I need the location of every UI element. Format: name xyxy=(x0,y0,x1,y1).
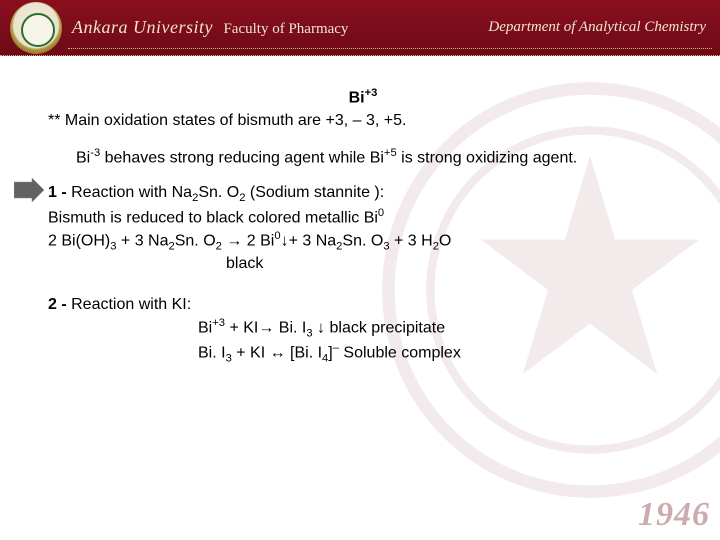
department-name: Department of Analytical Chemistry xyxy=(488,19,706,36)
redox-sup2: +5 xyxy=(384,147,397,159)
reaction-2-heading: 2 - Reaction with KI: xyxy=(48,295,678,316)
reaction-1-heading: 1 - Reaction with Na2Sn. O2 (Sodium stan… xyxy=(48,183,678,206)
r2-e1-sup: +3 xyxy=(212,317,225,329)
r1-eq-a: 2 Bi(OH) xyxy=(48,232,110,249)
faculty-name: Faculty of Pharmacy xyxy=(223,21,348,37)
university-name: Ankara University xyxy=(72,17,213,37)
r1-eq-e: ↓+ 3 Na xyxy=(281,232,337,249)
header-left: Ankara University Faculty of Pharmacy xyxy=(72,17,348,38)
redox-pre: Bi xyxy=(76,149,90,166)
reaction-2-eq2: Bi. I3 + KI ↔ [Bi. I4]– Soluble complex xyxy=(48,341,678,366)
title-symbol: Bi xyxy=(349,89,365,106)
r1-eq-h: O xyxy=(439,232,451,249)
r1-desc-sup: 0 xyxy=(378,207,384,219)
header-text-group: Ankara University Faculty of Pharmacy De… xyxy=(72,17,720,38)
r2-e2-b: + KI ↔ [Bi. I xyxy=(232,344,322,361)
header-divider xyxy=(68,48,712,49)
redox-behaviour-line: Bi-3 behaves strong reducing agent while… xyxy=(48,146,678,169)
r2-e1-b: + KI→ Bi. I xyxy=(225,319,306,336)
redox-post: is strong oxidizing agent. xyxy=(397,149,578,166)
slide-content: Bi+3 ** Main oxidation states of bismuth… xyxy=(0,56,720,366)
redox-mid: behaves strong reducing agent while Bi xyxy=(100,149,384,166)
oxidation-states-line: ** Main oxidation states of bismuth are … xyxy=(48,111,678,132)
reaction-2-eq1: Bi+3 + KI→ Bi. I3 ↓ black precipitate xyxy=(48,316,678,341)
r1-eq-b: + 3 Na xyxy=(116,232,168,249)
reaction-2-block: 2 - Reaction with KI: Bi+3 + KI→ Bi. I3 … xyxy=(48,295,678,366)
r1-eq-g: + 3 H xyxy=(390,232,433,249)
r1-eq-f: Sn. O xyxy=(342,232,383,249)
r1-ha: Reaction with Na xyxy=(71,184,192,201)
r1-eq-c: Sn. O xyxy=(175,232,216,249)
r1-num: 1 - xyxy=(48,184,71,201)
slide-header: Ankara University Faculty of Pharmacy De… xyxy=(0,0,720,56)
r2-e2-a: Bi. I xyxy=(198,344,226,361)
r2-e2-d: Soluble complex xyxy=(339,344,461,361)
r2-e1-a: Bi xyxy=(198,319,212,336)
r2-head: Reaction with KI: xyxy=(71,296,191,313)
r1-eq-d: → 2 Bi xyxy=(222,232,274,249)
university-seal xyxy=(10,2,62,54)
r1-hb: Sn. O xyxy=(198,184,239,201)
redox-sup1: -3 xyxy=(90,147,100,159)
reaction-1-desc: Bismuth is reduced to black colored meta… xyxy=(48,206,678,229)
r2-e1-c: ↓ black precipitate xyxy=(313,319,446,336)
reaction-1-block: 1 - Reaction with Na2Sn. O2 (Sodium stan… xyxy=(48,183,678,275)
r2-num: 2 - xyxy=(48,296,71,313)
title-charge: +3 xyxy=(365,87,378,99)
element-title: Bi+3 xyxy=(48,86,678,109)
founding-year: 1946 xyxy=(638,496,710,534)
r1-hc: (Sodium stannite ): xyxy=(245,184,384,201)
r1-desc-a: Bismuth is reduced to black colored meta… xyxy=(48,209,378,226)
reaction-1-black-label: black xyxy=(48,254,678,275)
reaction-1-equation: 2 Bi(OH)3 + 3 Na2Sn. O2 → 2 Bi0↓+ 3 Na2S… xyxy=(48,229,678,254)
